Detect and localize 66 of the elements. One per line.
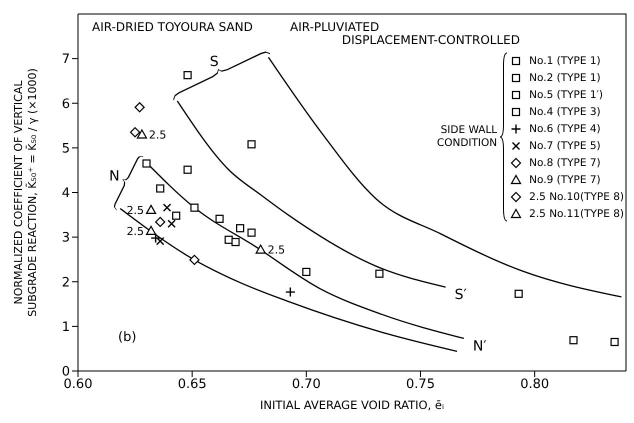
point [155,216,166,228]
y-tick-label: 5 [62,141,70,156]
y-tick-label: 3 [62,230,70,246]
annotation: (b) [118,330,136,345]
legend-label: No.1 (TYPE 1) [529,54,601,66]
point [167,220,176,228]
point [236,224,244,232]
point [172,212,180,220]
annotation: 2.5 [126,224,144,238]
annotation: 2.5 [268,244,286,257]
point [156,184,164,193]
point [150,232,161,244]
point [184,166,192,174]
legend-title: SIDE WALL CONDITION [436,124,498,150]
point [162,203,172,212]
point [146,226,156,235]
point [134,102,145,112]
point [285,286,296,298]
annotation: N′ [472,338,487,354]
point [256,244,266,254]
point [190,204,199,212]
text: AIR-PLUVIATED DISPLACEMENT-CONTROLLED [290,20,520,47]
point [247,228,256,237]
text: AIR-DRIED TOYOURA SAND [92,20,253,34]
annotation: N [109,168,120,185]
point [142,159,151,168]
point [231,238,240,246]
point [146,204,156,214]
point [130,127,140,138]
point [375,270,384,278]
y-axis-title: NORMALIZED COEFFICIENT OF VERTICAL SUBGRADE REACTION, K̄₅₀⁺ = K̄₅₀ / γ (×1000) [12,68,39,317]
legend-label: No.6 (TYPE 4) [529,122,601,134]
legend-label: No.4 (TYPE 3) [529,106,601,118]
point [514,290,523,298]
legend-label: No.5 (TYPE 1′) [529,88,603,100]
point [189,254,200,265]
x-tick-label: 0.80 [520,377,550,392]
line-series [268,56,622,298]
x-tick-label: 0.60 [64,377,92,392]
annotation: S [210,54,219,70]
legend-label: No.2 (TYPE 1) [529,72,601,84]
y-tick-label: 7 [62,52,70,68]
y-tick-label: 0 [62,364,70,380]
point [247,140,256,148]
point [610,338,619,346]
x-tick-label: 0.75 [406,377,435,392]
legend-label: 2.5 No.10(TYPE 8) [529,190,624,202]
annotation: S′ [454,287,467,304]
point [569,336,578,344]
y-tick-label: 6 [62,96,70,112]
annotation: 2.5 [126,204,144,217]
annotation: 2.5 [148,128,166,142]
x-tick-label: 0.70 [292,377,321,392]
y-tick-label: 1 [62,320,70,335]
y-tick-label: 2 [62,275,70,290]
point [302,268,310,276]
point [184,71,192,80]
legend-label: No.7 (TYPE 5) [529,140,601,152]
legend-label: No.9 (TYPE 7) [529,174,601,186]
point [215,214,224,223]
x-axis-title: INITIAL AVERAGE VOID RATIO, ēᵢ [260,398,444,412]
x-tick-label: 0.65 [178,377,207,392]
point [136,129,148,139]
legend-label: No.8 (TYPE 7) [529,156,601,168]
y-tick-label: 4 [62,186,70,202]
legend-label: 2.5 No.11(TYPE 8) [529,208,624,220]
